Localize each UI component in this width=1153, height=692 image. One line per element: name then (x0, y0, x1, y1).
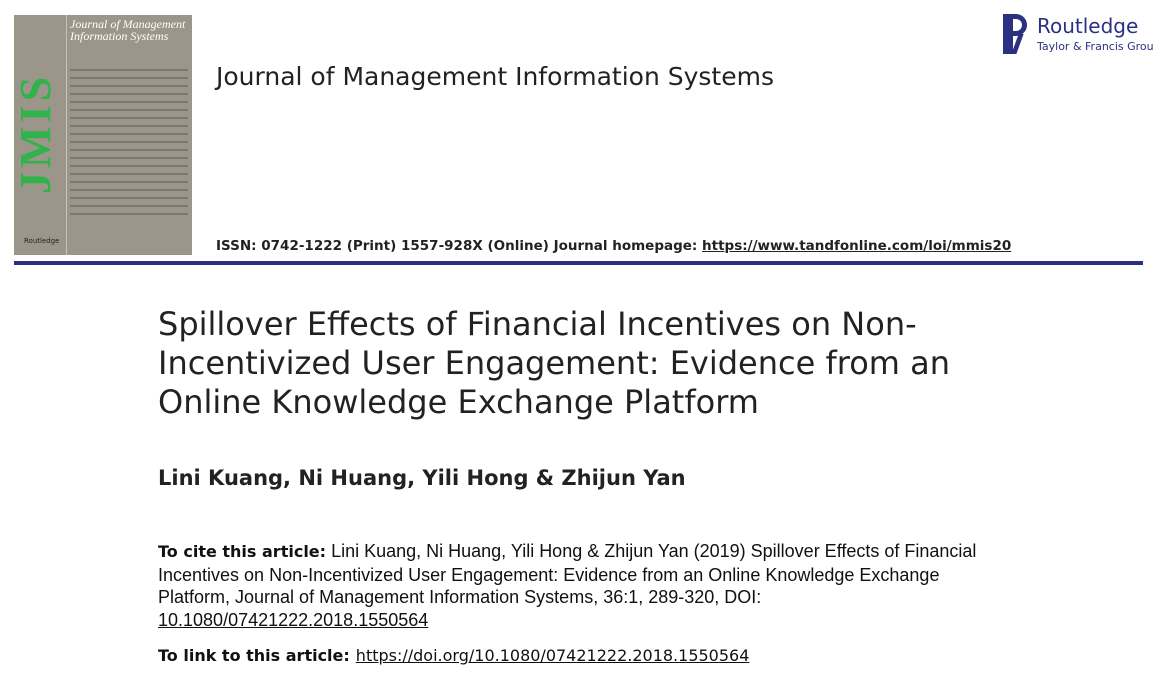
article-url-link[interactable]: https://doi.org/10.1080/07421222.2018.15… (355, 646, 750, 665)
header-rule (14, 261, 1143, 265)
cover-contents (70, 63, 188, 221)
cover-jmis-letters: JMIS (14, 72, 60, 194)
doi-link[interactable]: 10.1080/07421222.2018.1550564 (158, 609, 429, 630)
journal-homepage-link[interactable]: https://www.tandfonline.com/loi/mmis20 (702, 238, 1012, 254)
article-authors: Lini Kuang, Ni Huang, Yili Hong & Zhijun… (158, 466, 686, 490)
citation: To cite this article: Lini Kuang, Ni Hua… (158, 540, 998, 631)
article-link-line: To link to this article: https://doi.org/… (158, 646, 749, 665)
cover-divider (66, 15, 67, 255)
routledge-r-icon (1003, 14, 1029, 54)
journal-cover-image: JMIS Journal of Management Information S… (14, 15, 192, 255)
cover-publisher: Routledge (24, 237, 60, 245)
cover-title: Journal of Management Information System… (70, 17, 186, 43)
cite-text: Lini Kuang, Ni Huang, Yili Hong & Zhijun… (158, 541, 977, 607)
article-title: Spillover Effects of Financial Incentive… (158, 305, 950, 421)
logo-name: Routledge (1037, 14, 1139, 38)
logo-group: Taylor & Francis Group (1037, 40, 1153, 53)
routledge-logo: Routledge Taylor & Francis Group (1003, 14, 1153, 56)
issn-text: ISSN: 0742-1222 (Print) 1557-928X (Onlin… (216, 238, 703, 254)
journal-title: Journal of Management Information System… (216, 62, 774, 91)
cite-label: To cite this article: (158, 542, 327, 561)
issn-line: ISSN: 0742-1222 (Print) 1557-928X (Onlin… (216, 238, 1011, 254)
link-label: To link to this article: (158, 646, 350, 665)
